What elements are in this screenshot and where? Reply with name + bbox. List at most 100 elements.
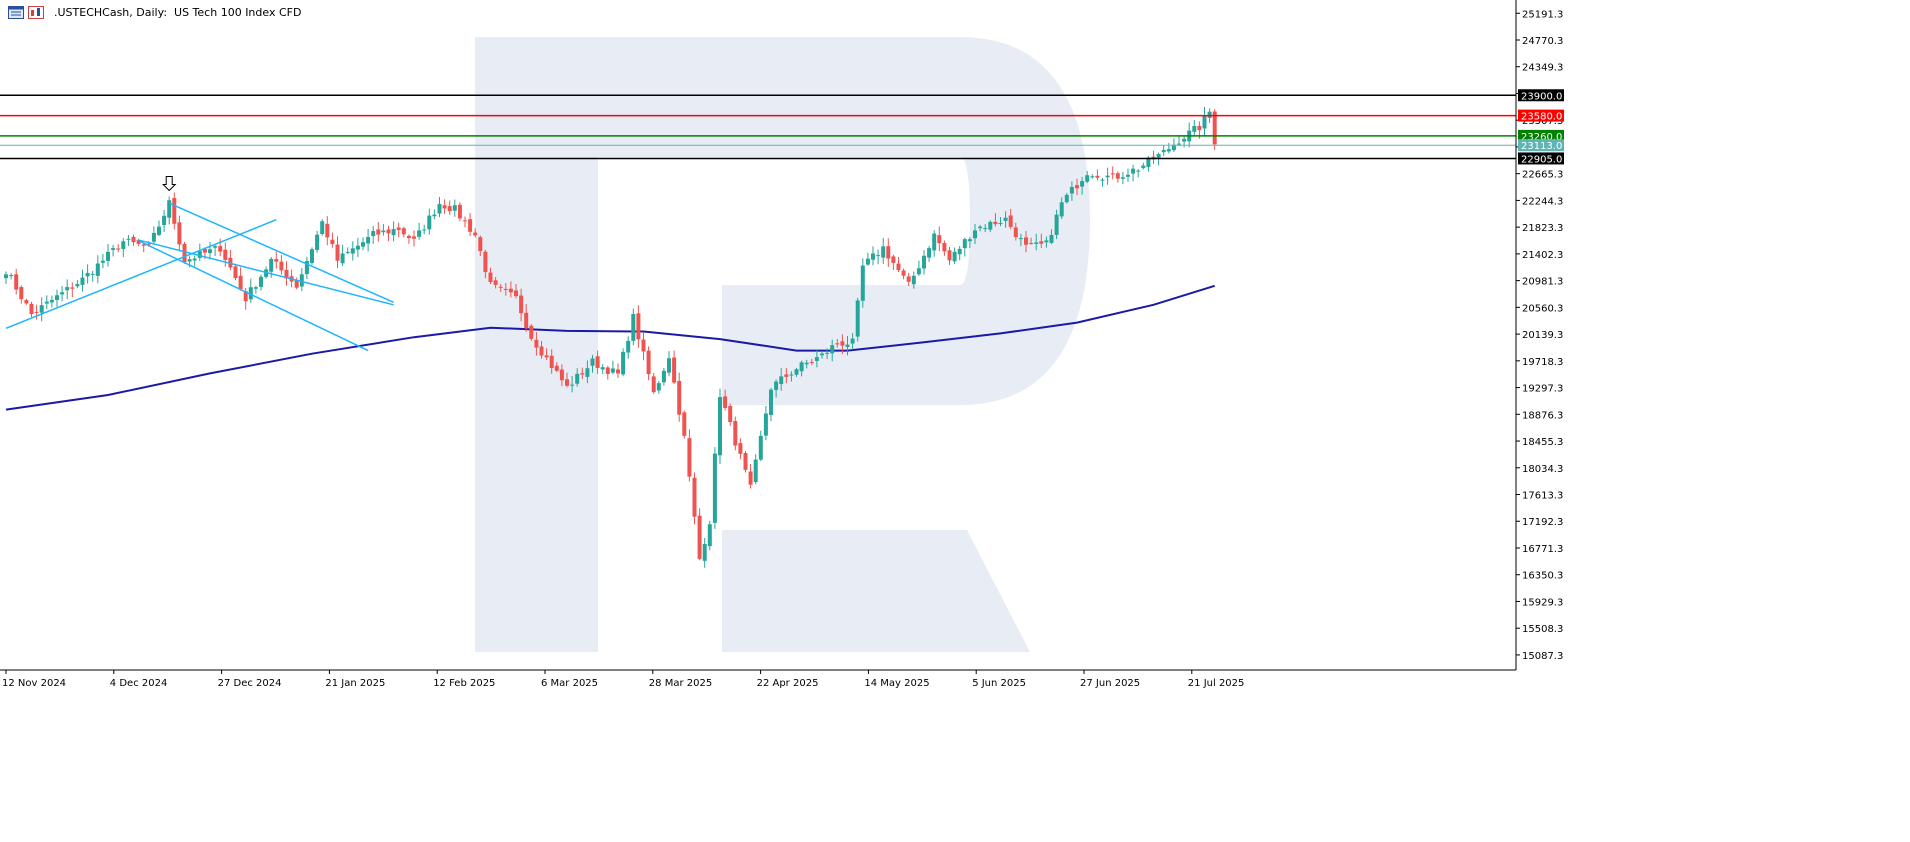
candle-body xyxy=(60,292,65,295)
candle-body xyxy=(692,477,697,517)
candle-body xyxy=(1085,175,1090,182)
watermark-shape xyxy=(722,530,1030,652)
candle-body xyxy=(753,459,758,483)
candle-body xyxy=(315,234,320,250)
y-tick-label: 22665.3 xyxy=(1522,170,1563,181)
candle-body xyxy=(672,357,677,383)
y-tick-label: 21402.3 xyxy=(1522,250,1563,261)
candle-body xyxy=(1100,179,1105,181)
candle-body xyxy=(626,340,631,353)
candle-body xyxy=(922,255,926,269)
candle-body xyxy=(733,421,738,446)
candle-body xyxy=(218,246,223,252)
candle-body xyxy=(1064,194,1069,203)
candle-body xyxy=(126,238,131,240)
candle-body xyxy=(106,251,110,261)
candle-body xyxy=(146,243,151,245)
candle-body xyxy=(9,275,14,277)
candle-body xyxy=(1024,237,1028,245)
candle-body xyxy=(896,263,901,271)
candles-layer xyxy=(4,107,1217,568)
candle-body xyxy=(478,237,483,252)
candle-body xyxy=(687,438,692,477)
candle-body xyxy=(1161,149,1166,153)
candle-body xyxy=(534,339,539,348)
candle-body xyxy=(202,248,207,253)
candle-body xyxy=(682,412,687,436)
candle-body xyxy=(978,226,983,229)
y-tick-label: 16350.3 xyxy=(1522,571,1563,582)
candle-body xyxy=(310,249,314,263)
candle-body xyxy=(554,365,559,371)
candle-body xyxy=(789,374,794,376)
y-tick-label: 23507.3 xyxy=(1522,116,1563,127)
candle-body xyxy=(1115,173,1120,179)
candle-body xyxy=(330,239,335,245)
candle-body xyxy=(794,369,799,375)
candle-body xyxy=(952,251,957,262)
candle-body xyxy=(95,263,100,276)
y-tick-label: 21823.3 xyxy=(1522,223,1563,234)
candle-body xyxy=(1075,185,1079,189)
candle-body xyxy=(401,228,406,235)
candle-body xyxy=(1069,186,1074,194)
candle-body xyxy=(100,260,105,263)
candle-body xyxy=(391,229,396,236)
candle-body xyxy=(75,284,80,287)
candle-body xyxy=(718,397,722,456)
candle-body xyxy=(396,227,401,230)
candle-body xyxy=(595,356,600,368)
chart-window-icon[interactable] xyxy=(8,5,24,19)
candle-body xyxy=(381,230,386,233)
x-tick-label: 5 Jun 2025 xyxy=(972,678,1026,689)
candle-body xyxy=(1095,175,1100,178)
candle-body xyxy=(957,248,962,255)
candle-body xyxy=(85,272,90,277)
candle-body xyxy=(427,215,432,230)
candle-body xyxy=(172,197,177,224)
candle-body xyxy=(253,287,258,289)
candle-body xyxy=(641,339,646,352)
y-tick-label: 19297.3 xyxy=(1522,384,1563,395)
candle-body xyxy=(998,223,1003,225)
candle-body xyxy=(911,275,916,285)
y-tick-label: 24349.3 xyxy=(1522,63,1563,74)
candle-body xyxy=(274,259,279,262)
candle-body xyxy=(151,232,156,242)
candle-body xyxy=(865,258,870,265)
candle-body xyxy=(457,204,462,219)
candle-body xyxy=(570,384,575,386)
level-label: 23113.0 xyxy=(1521,141,1562,152)
candle-body xyxy=(585,368,590,377)
candle-body xyxy=(967,239,972,242)
candle-body xyxy=(636,313,641,340)
time-axis: 12 Nov 2024 4 Dec 2024 27 Dec 2024 21 Jan 2… xyxy=(2,670,1244,689)
level-tag xyxy=(1518,152,1564,165)
candle-body xyxy=(412,236,416,239)
candle-body xyxy=(621,351,626,375)
candle-body xyxy=(748,471,753,485)
candle-body xyxy=(845,344,850,347)
x-tick-label: 4 Dec 2024 xyxy=(110,678,168,689)
candle-body xyxy=(325,223,330,238)
price-axis: 25191.324770.324349.323928.323507.323086… xyxy=(1516,9,1563,662)
y-tick-label: 16771.3 xyxy=(1522,544,1563,555)
candle-body xyxy=(906,276,911,282)
x-tick-label: 21 Jan 2025 xyxy=(325,678,385,689)
levels-layer xyxy=(0,94,1516,160)
candle-body xyxy=(157,226,161,235)
candle-body xyxy=(983,228,988,230)
x-tick-label: 6 Mar 2025 xyxy=(541,678,598,689)
chart-separator: , xyxy=(129,5,137,19)
candle-body xyxy=(697,515,702,559)
candle-body xyxy=(1192,125,1197,132)
indicator-icon[interactable] xyxy=(28,5,44,19)
candle-body xyxy=(483,251,488,273)
candle-body xyxy=(549,355,554,369)
trendline xyxy=(5,219,277,330)
level-label: 23260.0 xyxy=(1521,132,1562,143)
candle-body xyxy=(575,373,580,384)
candle-body xyxy=(881,246,886,258)
candle-body xyxy=(1110,173,1115,175)
